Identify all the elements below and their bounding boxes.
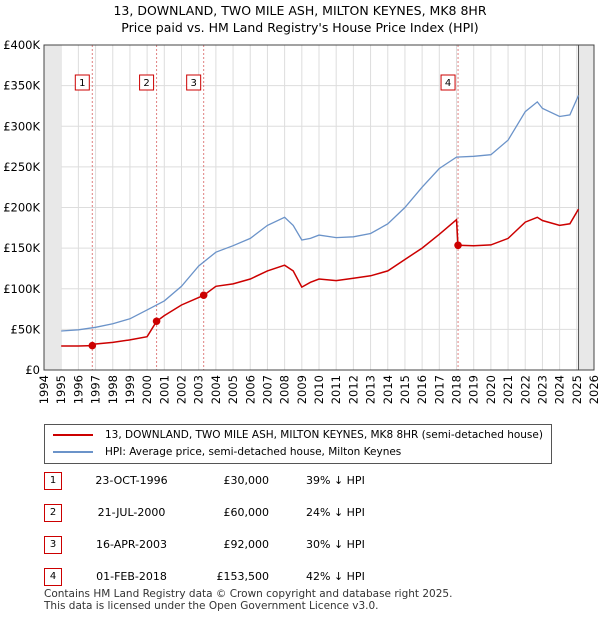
y-tick-label: £300K	[3, 119, 40, 133]
x-tick-label: 2019	[467, 375, 481, 404]
sale-number-badge: 2	[44, 504, 62, 522]
x-tick-label: 2012	[346, 375, 360, 404]
x-tick-label: 2025	[570, 375, 584, 404]
sale-price: £30,000	[223, 474, 270, 487]
sale-price: £60,000	[223, 506, 270, 519]
post-data-band	[578, 45, 594, 370]
x-tick-label: 1997	[89, 375, 103, 404]
x-tick-label: 1998	[106, 375, 120, 404]
y-tick-label: £50K	[11, 322, 41, 336]
sale-marker-label: 1	[79, 78, 85, 89]
sale-marker-box	[186, 74, 202, 91]
x-tick-label: 1999	[123, 375, 137, 404]
attribution-footer: Contains HM Land Registry data © Crown c…	[44, 588, 452, 612]
chart-title-line1: 13, DOWNLAND, TWO MILE ASH, MILTON KEYNE…	[113, 3, 487, 18]
x-tick-label: 2007	[260, 375, 274, 404]
plot-frame	[43, 44, 595, 371]
legend-swatch-hpi	[53, 451, 93, 453]
x-tick-label: 2011	[329, 375, 343, 404]
sale-marker-label: 2	[143, 78, 149, 89]
footer-line2: This data is licensed under the Open Gov…	[44, 600, 379, 612]
sale-number-badge: 3	[44, 536, 62, 554]
legend-label-hpi: HPI: Average price, semi-detached house,…	[105, 446, 402, 458]
x-tick-label: 2021	[501, 375, 515, 404]
sale-point	[199, 291, 208, 300]
x-tick-label: 2014	[381, 375, 395, 404]
x-tick-label: 2003	[192, 375, 206, 404]
x-tick-label: 2009	[295, 375, 309, 404]
sale-price: £92,000	[223, 538, 270, 551]
legend: 13, DOWNLAND, TWO MILE ASH, MILTON KEYNE…	[44, 424, 552, 464]
sale-date: 23-OCT-1996	[95, 474, 168, 487]
sale-date: 16-APR-2003	[95, 538, 168, 551]
table-row: 4 01-FEB-2018 £153,500 42% ↓ HPI	[44, 568, 484, 588]
x-tick-label: 1996	[71, 375, 85, 404]
sale-hpi-diff: 24% ↓ HPI	[306, 506, 365, 519]
x-tick-label: 2001	[157, 375, 171, 404]
x-tick-label: 2005	[226, 375, 240, 404]
sale-point	[152, 317, 161, 326]
y-tick-label: £0	[25, 363, 40, 377]
legend-item-hpi: HPI: Average price, semi-detached house,…	[53, 444, 401, 460]
x-tick-label: 2006	[243, 375, 257, 404]
table-row: 2 21-JUL-2000 £60,000 24% ↓ HPI	[44, 504, 484, 524]
sale-date: 01-FEB-2018	[96, 570, 167, 583]
legend-item-property: 13, DOWNLAND, TWO MILE ASH, MILTON KEYNE…	[53, 427, 543, 443]
sale-marker-box	[139, 74, 155, 91]
chart-title-line2: Price paid vs. HM Land Registry's House …	[121, 20, 479, 35]
pre-data-band	[44, 45, 62, 370]
x-tick-label: 2017	[432, 375, 446, 404]
y-tick-label: £150K	[3, 241, 40, 255]
price-chart: 1 2 3 4 £0 £50K £100K £150K £200K £250K £300K £350…	[3, 38, 600, 404]
sale-hpi-diff: 30% ↓ HPI	[306, 538, 365, 551]
x-tick-label: 2023	[535, 375, 549, 404]
sale-point	[454, 241, 462, 250]
y-tick-label: £250K	[3, 160, 40, 174]
sale-number-badge: 1	[44, 472, 62, 490]
sale-marker-label: 3	[190, 78, 196, 89]
sale-marker-label: 4	[445, 78, 451, 89]
sale-hpi-diff: 39% ↓ HPI	[306, 474, 365, 487]
x-tick-label: 2024	[553, 375, 567, 404]
y-tick-label: £100K	[3, 282, 40, 296]
sale-number-badge: 4	[44, 568, 62, 586]
legend-label-property: 13, DOWNLAND, TWO MILE ASH, MILTON KEYNE…	[105, 429, 543, 441]
x-tick-label: 2002	[175, 375, 189, 404]
table-row: 3 16-APR-2003 £92,000 30% ↓ HPI	[44, 536, 484, 556]
x-tick-label: 2000	[140, 375, 154, 404]
y-tick-label: £350K	[3, 79, 40, 93]
x-tick-label: 1995	[54, 375, 68, 404]
footer-line1: Contains HM Land Registry data © Crown c…	[44, 588, 453, 600]
hpi-line	[61, 95, 580, 332]
x-tick-label: 2004	[209, 375, 223, 404]
x-tick-label: 2010	[312, 375, 326, 404]
y-tick-label: £400K	[3, 38, 40, 52]
sale-point	[88, 341, 97, 350]
sale-price: £153,500	[216, 570, 270, 583]
y-tick-label: £200K	[3, 201, 40, 215]
x-tick-label: 2022	[518, 375, 532, 404]
sale-date: 21-JUL-2000	[97, 506, 166, 519]
x-tick-label: 2018	[450, 375, 464, 404]
x-tick-label: 2020	[484, 375, 498, 404]
property-price-line	[61, 208, 580, 347]
x-tick-label: 2016	[415, 375, 429, 404]
sale-marker-box	[74, 74, 90, 91]
x-tick-label: 1994	[37, 375, 51, 404]
x-tick-label: 2013	[364, 375, 378, 404]
x-tick-label: 2008	[278, 375, 292, 404]
x-tick-label: 2026	[587, 375, 600, 404]
x-tick-label: 2015	[398, 375, 412, 404]
sale-hpi-diff: 42% ↓ HPI	[306, 570, 365, 583]
table-row: 1 23-OCT-1996 £30,000 39% ↓ HPI	[44, 472, 484, 492]
legend-swatch-property	[53, 434, 93, 436]
sale-marker-box	[440, 74, 456, 91]
